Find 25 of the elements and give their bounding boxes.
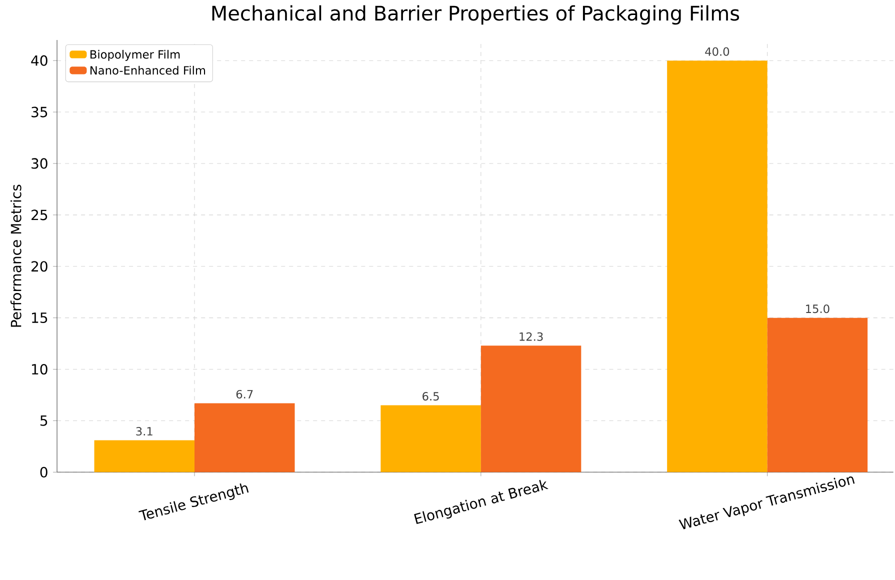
y-tick-label: 40 — [31, 55, 48, 66]
data-label: 6.7 — [236, 390, 253, 398]
data-label: 15.0 — [806, 304, 830, 314]
y-axis-title: Performance Metrics — [10, 184, 22, 327]
y-tick-label: 25 — [32, 210, 48, 220]
bar — [480, 346, 582, 472]
data-label: 6.5 — [422, 392, 439, 400]
bar — [767, 318, 868, 472]
y-tick-label: 20 — [32, 260, 48, 272]
bar — [667, 60, 768, 472]
y-tick-label: 15 — [32, 312, 48, 323]
data-label: 40.0 — [705, 47, 730, 56]
legend-label: Nano-Enhanced Film — [90, 66, 206, 75]
y-tick-label: 10 — [32, 364, 48, 374]
data-label: 12.3 — [520, 332, 543, 341]
chart-title: Mechanical and Barrier Properties of Packaging Films — [212, 5, 740, 25]
bar — [380, 405, 481, 472]
y-tick-label: 5 — [40, 415, 48, 426]
y-tick-label: 30 — [32, 158, 48, 169]
legend-label: Biopolymer Film — [90, 50, 180, 61]
bar — [194, 403, 295, 472]
bar — [94, 440, 194, 472]
y-tick-label: 35 — [32, 106, 48, 118]
data-label: 3.1 — [136, 426, 152, 436]
y-tick-label: 0 — [40, 466, 48, 478]
